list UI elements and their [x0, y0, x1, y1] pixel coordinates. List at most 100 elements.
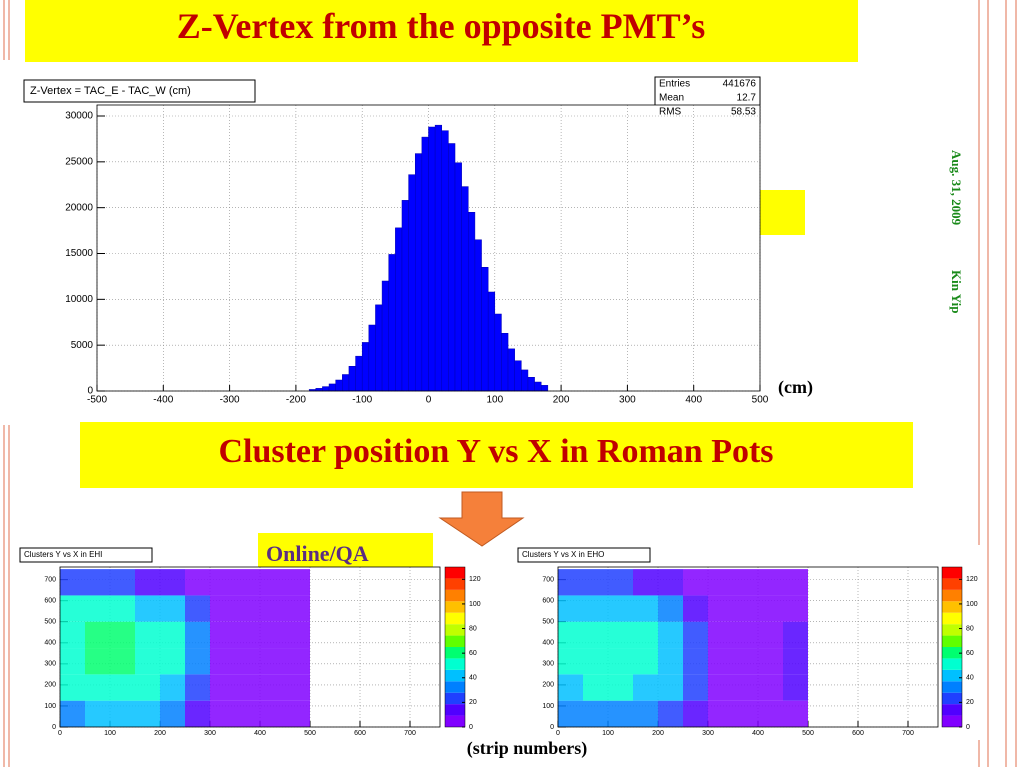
- heat-cell: [758, 700, 783, 727]
- x-tick-label: 500: [752, 395, 769, 406]
- unit-label: (cm): [778, 377, 813, 398]
- heat-cell: [733, 569, 758, 596]
- heat-cell: [708, 674, 733, 701]
- bar: [507, 348, 515, 392]
- heat-cell: [160, 595, 185, 622]
- heat-cell: [733, 595, 758, 622]
- colorbar-step: [942, 704, 962, 716]
- colorbar-step: [445, 567, 465, 579]
- y-tick-label: 600: [542, 598, 554, 605]
- stat-value: 12.7: [737, 93, 757, 104]
- x-tick-label: 300: [702, 730, 714, 737]
- colorbar-label: 20: [966, 699, 974, 706]
- y-tick-label: 700: [44, 576, 56, 583]
- bar: [521, 369, 529, 392]
- heat-cell: [235, 700, 260, 727]
- heat-cell: [733, 648, 758, 675]
- tag: Online/QA: [266, 541, 369, 566]
- heat-cell: [285, 700, 310, 727]
- heat-cell: [558, 648, 583, 675]
- bar: [441, 130, 449, 392]
- heat-cell: [160, 569, 185, 596]
- heat-cell: [558, 595, 583, 622]
- x-tick-label: 400: [685, 395, 702, 406]
- heat-cell: [160, 700, 185, 727]
- y-tick-label: 10000: [65, 294, 93, 305]
- heat-cell: [185, 674, 210, 701]
- bar: [474, 239, 482, 392]
- x-tick-label: 400: [254, 730, 266, 737]
- heat-cell: [683, 621, 708, 649]
- colorbar-label: 120: [966, 576, 978, 583]
- heat-cell: [708, 648, 733, 675]
- heat-cell: [583, 700, 608, 727]
- colorbar-step: [445, 635, 465, 647]
- stat-label: RMS: [659, 107, 682, 118]
- colorbar-step: [942, 578, 962, 590]
- x-tick-label: -100: [352, 395, 372, 406]
- heat-cell: [783, 621, 808, 649]
- heat-cell: [583, 621, 608, 649]
- x-tick-label: -300: [220, 395, 240, 406]
- x-tick-label: 700: [902, 730, 914, 737]
- bar: [381, 280, 389, 392]
- arrow: [438, 491, 525, 547]
- heat-cell: [608, 621, 633, 649]
- bar: [388, 254, 396, 392]
- colorbar-label: 20: [469, 699, 477, 706]
- colorbar-step: [445, 589, 465, 602]
- decoration: [3, 0, 1017, 767]
- y-tick-label: 200: [44, 682, 56, 689]
- y-tick-label: 300: [542, 661, 554, 668]
- y-tick-label: 500: [44, 619, 56, 626]
- heat-cell: [733, 674, 758, 701]
- colorbar-step: [942, 601, 962, 613]
- heat-cell: [658, 621, 683, 649]
- heat-cell: [658, 648, 683, 675]
- colorbar-step: [942, 658, 962, 670]
- bar: [401, 200, 409, 392]
- heat-cell: [608, 569, 633, 596]
- heat-cell: [260, 595, 285, 622]
- heat-cell: [285, 674, 310, 701]
- colorbar-step: [942, 669, 962, 682]
- colorbar-step: [942, 692, 962, 705]
- x-tick-label: 600: [354, 730, 366, 737]
- slide-title: Z-Vertex from the opposite PMT’s: [177, 6, 706, 46]
- bar: [414, 153, 423, 392]
- heat-cell: [558, 621, 583, 649]
- colorbar-label: 80: [966, 625, 974, 632]
- heat-cell: [110, 648, 135, 675]
- colorbar-step: [445, 612, 465, 625]
- x-tick-label: 500: [802, 730, 814, 737]
- heat-cell: [683, 569, 708, 596]
- y-tick-label: 700: [542, 576, 554, 583]
- bar: [468, 212, 476, 392]
- heat-cell: [185, 569, 210, 596]
- heat-cell: [658, 700, 683, 727]
- heat-cell: [658, 674, 683, 701]
- heat-cell: [733, 621, 758, 649]
- heat-cell: [210, 700, 235, 727]
- heat-cell: [60, 700, 85, 727]
- stat-label: Entries: [659, 79, 690, 90]
- heat-cell: [633, 674, 658, 701]
- heat-cell: [185, 700, 210, 727]
- heat-cell: [683, 595, 708, 622]
- colorbar-frame: [444, 566, 466, 728]
- heat-cell: [633, 700, 658, 727]
- heat-cell: [85, 648, 110, 675]
- x-tick-label: 100: [602, 730, 614, 737]
- axis-frame: [96, 104, 761, 392]
- heat-cell: [85, 621, 110, 649]
- heat-cell: [633, 569, 658, 596]
- colorbar-step: [942, 715, 962, 727]
- heat-cell: [758, 674, 783, 701]
- heat-cell: [708, 700, 733, 727]
- heat-cell: [110, 595, 135, 622]
- x-tick-label: 600: [852, 730, 864, 737]
- heat-cell: [210, 569, 235, 596]
- bar: [361, 342, 370, 392]
- heat-cell: [85, 595, 110, 622]
